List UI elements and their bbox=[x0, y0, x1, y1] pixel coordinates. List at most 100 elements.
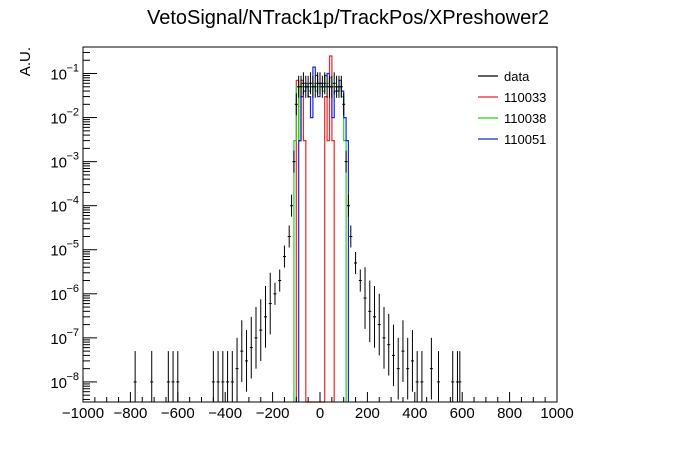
data-point bbox=[292, 150, 296, 173]
data-point bbox=[318, 72, 322, 95]
data-point bbox=[254, 307, 258, 369]
y-tick-label: 10 bbox=[50, 155, 67, 172]
data-point bbox=[245, 330, 249, 392]
data-point bbox=[278, 269, 282, 292]
data-point bbox=[240, 320, 244, 382]
y-axis: 10−810−710−610−510−410−310−210−1 bbox=[50, 46, 97, 400]
y-tick-base: 10 bbox=[50, 287, 67, 304]
data-point bbox=[221, 351, 225, 402]
x-tick-label: 1000 bbox=[540, 405, 573, 422]
plot-frame bbox=[82, 46, 558, 403]
data-point bbox=[171, 351, 175, 402]
x-tick-label: 800 bbox=[497, 405, 522, 422]
data-point bbox=[354, 251, 358, 275]
y-tick-label: 10 bbox=[50, 331, 67, 348]
legend-label: 110051 bbox=[504, 132, 546, 147]
data-point bbox=[294, 93, 298, 116]
x-tick-label: −800 bbox=[114, 405, 148, 422]
y-tick-label: 10 bbox=[50, 243, 67, 260]
y-tick-base: 10 bbox=[50, 375, 67, 392]
data-point bbox=[455, 351, 459, 402]
data-point bbox=[166, 351, 170, 402]
data-point bbox=[332, 72, 336, 95]
data-point bbox=[226, 351, 230, 402]
data-point bbox=[249, 316, 253, 379]
y-tick-exponent: −8 bbox=[66, 371, 79, 383]
data-point bbox=[320, 75, 324, 98]
y-tick-label: 10 bbox=[50, 67, 67, 84]
histogram-layer bbox=[293, 55, 349, 403]
data-point bbox=[216, 351, 220, 402]
y-tick-exponent: −1 bbox=[66, 63, 79, 75]
histogram-series-110038 bbox=[293, 77, 347, 402]
data-point bbox=[268, 272, 272, 335]
data-point bbox=[363, 267, 367, 329]
x-tick-label: −1000 bbox=[62, 405, 104, 422]
data-point bbox=[287, 225, 291, 248]
data-point bbox=[349, 225, 353, 248]
data-point bbox=[150, 351, 154, 402]
data-point bbox=[387, 313, 391, 376]
data-point bbox=[309, 72, 313, 95]
data-point bbox=[259, 299, 263, 361]
y-axis-label: A.U. bbox=[17, 47, 34, 76]
data-points-layer bbox=[133, 72, 462, 402]
y-tick-exponent: −6 bbox=[66, 283, 79, 295]
data-point bbox=[235, 337, 239, 400]
data-point bbox=[458, 351, 462, 402]
y-tick-base: 10 bbox=[50, 111, 67, 128]
data-point bbox=[282, 245, 286, 268]
data-point bbox=[133, 351, 137, 402]
y-tick-exponent: −7 bbox=[66, 327, 79, 339]
data-point bbox=[290, 194, 294, 217]
data-point bbox=[344, 150, 348, 173]
data-point bbox=[373, 285, 377, 348]
data-point bbox=[437, 351, 440, 402]
y-tick-exponent: −3 bbox=[66, 151, 79, 163]
chart-title: VetoSignal/NTrack1p/TrackPos/XPreshower2 bbox=[147, 7, 549, 29]
data-point bbox=[391, 324, 395, 387]
data-point bbox=[410, 330, 414, 392]
y-tick-base: 10 bbox=[50, 67, 67, 84]
data-point bbox=[358, 269, 362, 292]
x-tick-label: 200 bbox=[355, 405, 380, 422]
x-tick-label: −600 bbox=[161, 405, 195, 422]
legend-item: 110051 bbox=[478, 132, 546, 147]
legend: data 110033 110038 110051 bbox=[478, 69, 546, 147]
y-tick-label: 10 bbox=[50, 375, 67, 392]
x-axis: −1000 −800 −600 −400 −200 0 200 400 600 800 1000 bbox=[62, 392, 574, 422]
data-point bbox=[401, 320, 405, 382]
x-tick-label: −400 bbox=[208, 405, 242, 422]
data-point bbox=[306, 75, 310, 98]
data-point bbox=[230, 351, 234, 402]
data-point bbox=[301, 72, 305, 95]
data-point bbox=[429, 337, 433, 400]
y-tick-label: 10 bbox=[50, 287, 67, 304]
data-point bbox=[368, 280, 372, 343]
y-tick-exponent: −5 bbox=[66, 239, 79, 251]
legend-item: 110033 bbox=[478, 90, 546, 105]
data-point bbox=[406, 337, 410, 400]
x-tick-label: 600 bbox=[450, 405, 475, 422]
y-tick-base: 10 bbox=[50, 155, 67, 172]
legend-item: 110038 bbox=[478, 111, 546, 126]
y-tick-exponent: −2 bbox=[66, 107, 79, 119]
data-point bbox=[323, 72, 327, 95]
legend-label: data bbox=[504, 69, 530, 84]
data-point bbox=[313, 75, 317, 98]
data-point bbox=[263, 285, 267, 348]
y-tick-base: 10 bbox=[50, 199, 67, 216]
data-point bbox=[415, 351, 419, 402]
x-tick-label: 400 bbox=[402, 405, 427, 422]
legend-label: 110033 bbox=[504, 90, 546, 105]
y-tick-base: 10 bbox=[50, 243, 67, 260]
data-point bbox=[330, 75, 334, 98]
data-point bbox=[377, 293, 381, 356]
y-tick-base: 10 bbox=[50, 331, 67, 348]
data-point bbox=[299, 75, 303, 98]
data-point bbox=[382, 307, 386, 369]
histogram-series-110033 bbox=[295, 55, 335, 403]
data-point bbox=[420, 351, 424, 402]
y-tick-label: 10 bbox=[50, 199, 67, 216]
